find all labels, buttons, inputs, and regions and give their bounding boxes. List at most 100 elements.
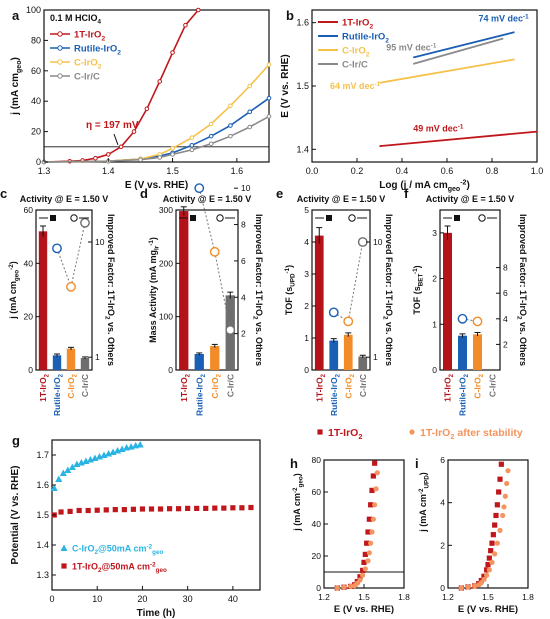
y-tick-label: 3 bbox=[304, 269, 309, 279]
legend-entry: C-IrO2 bbox=[74, 58, 102, 71]
bar-e-0 bbox=[314, 235, 324, 370]
data-point-i bbox=[494, 540, 500, 546]
y-tick-label: 0 bbox=[440, 583, 445, 593]
annotation-arrow bbox=[113, 133, 119, 145]
y-tick-label: 1 bbox=[432, 319, 437, 329]
right-tick-label: 1 bbox=[373, 352, 378, 362]
series-a-2-point bbox=[189, 135, 195, 140]
y-tick-label: 60 bbox=[24, 205, 34, 215]
y-tick-label: 20 bbox=[31, 127, 41, 137]
bar-c-2 bbox=[66, 348, 76, 370]
data-point-g bbox=[157, 506, 164, 512]
right-tick-label: 10 bbox=[241, 183, 251, 193]
legend-entry: 1T-IrO2@50mA cm-2geo bbox=[72, 561, 167, 574]
data-point-i bbox=[488, 548, 494, 554]
bar-f-0 bbox=[443, 232, 452, 370]
data-point-g bbox=[248, 504, 254, 511]
slope-label: 95 mV dec-1 bbox=[386, 42, 437, 52]
bar-d-0 bbox=[179, 211, 189, 370]
y-axis-label-right: Improved Factor: 1T-IrO2 vs. Others bbox=[381, 214, 394, 366]
right-tick-label: 8 bbox=[241, 220, 246, 230]
y-tick-label: 200 bbox=[159, 258, 173, 268]
y-tick-label: 1.5 bbox=[36, 510, 49, 520]
right-tick-label: 8 bbox=[503, 263, 508, 273]
x-tick-label: 0 bbox=[49, 594, 54, 604]
panel-letter: c bbox=[0, 186, 7, 201]
y-tick-label: 0 bbox=[316, 583, 321, 593]
series-a-0-point bbox=[93, 155, 98, 161]
series-a-3-point bbox=[189, 147, 195, 153]
y-tick-label: 40 bbox=[24, 258, 34, 268]
y-tick-label: 0 bbox=[168, 365, 173, 375]
panel-letter: g bbox=[12, 433, 20, 448]
bar-f-1 bbox=[458, 335, 467, 370]
y-tick-label: 0 bbox=[28, 365, 33, 375]
legend-marker bbox=[317, 429, 323, 435]
y-tick-label: 1.6 bbox=[296, 18, 309, 28]
y-tick-label: 80 bbox=[312, 455, 322, 465]
legend-entry: 1T-IrO2 bbox=[74, 30, 105, 43]
series-a-0-point bbox=[131, 129, 137, 134]
y-tick-label: 40 bbox=[31, 96, 41, 106]
plot-frame-c bbox=[35, 209, 93, 371]
y-axis-label: j (mA cm-2geo) bbox=[292, 473, 305, 532]
improved-factor-point bbox=[457, 313, 468, 324]
x-tick-label: 30 bbox=[183, 594, 193, 604]
series-a-2-point bbox=[266, 62, 272, 68]
series-a-1-point bbox=[189, 142, 195, 148]
x-tick-label: 1.6 bbox=[231, 166, 244, 176]
right-tick-label: 4 bbox=[241, 292, 246, 302]
data-point-i bbox=[496, 489, 502, 495]
x-tick-label: 1.8 bbox=[398, 592, 410, 602]
data-point-i bbox=[489, 540, 495, 546]
data-point-g bbox=[212, 505, 218, 511]
improved-factor-point bbox=[472, 316, 483, 327]
series-a-3-point bbox=[228, 133, 233, 139]
data-point-h bbox=[365, 558, 371, 564]
bar-d-2 bbox=[210, 346, 220, 370]
data-point-h bbox=[357, 577, 363, 583]
data-point-i bbox=[465, 584, 471, 590]
data-point-i bbox=[481, 573, 487, 579]
right-axis-indicator bbox=[70, 214, 78, 222]
y-tick-label: 40 bbox=[312, 519, 322, 529]
data-point-h bbox=[365, 529, 371, 535]
series-a-3-point bbox=[247, 124, 253, 130]
data-point-h bbox=[368, 502, 374, 508]
y-axis-label: j (mA cmgeo) bbox=[10, 57, 23, 116]
data-point-g bbox=[85, 507, 91, 514]
x-tick-label: 1.2 bbox=[318, 592, 330, 602]
panel-title: Activity @ E = 1.50 V bbox=[163, 194, 252, 204]
series-a-1-point bbox=[266, 95, 272, 101]
data-point-h bbox=[362, 566, 368, 572]
category-label: C-Ir/C bbox=[488, 374, 498, 397]
data-point-i bbox=[486, 567, 492, 573]
legend-marker bbox=[61, 563, 67, 569]
factor-link bbox=[70, 222, 86, 287]
data-point-h bbox=[341, 584, 347, 590]
y-tick-label: 1.4 bbox=[296, 144, 309, 154]
y-tick-label: 5 bbox=[304, 205, 309, 215]
category-label: C-Ir/C bbox=[80, 374, 90, 397]
series-a-0-point bbox=[195, 7, 201, 13]
y-axis-label-right: Improved Factor: 1T-IrO2 vs. Others bbox=[251, 214, 264, 366]
improved-factor-point bbox=[80, 217, 90, 228]
plot-frame-f bbox=[439, 209, 501, 371]
data-point-h bbox=[369, 487, 375, 493]
data-point-g bbox=[94, 507, 100, 513]
factor-link bbox=[347, 241, 364, 322]
data-point-i bbox=[484, 572, 490, 578]
x-axis-label: Time (h) bbox=[137, 608, 176, 619]
factor-link bbox=[56, 248, 72, 287]
y-axis-label-left: TOF (sUPD-1) bbox=[284, 265, 297, 315]
right-tick-label: 6 bbox=[503, 288, 508, 298]
data-point-h bbox=[364, 540, 370, 546]
tafel-line bbox=[413, 31, 515, 59]
panel-title: Activity @ E = 1.50 V bbox=[297, 194, 386, 204]
legend-marker bbox=[57, 73, 63, 79]
right-axis-indicator bbox=[478, 214, 486, 222]
x-tick-label: 1.2 bbox=[442, 592, 454, 602]
improved-factor-point bbox=[343, 316, 354, 327]
y-tick-label: 20 bbox=[24, 312, 34, 322]
